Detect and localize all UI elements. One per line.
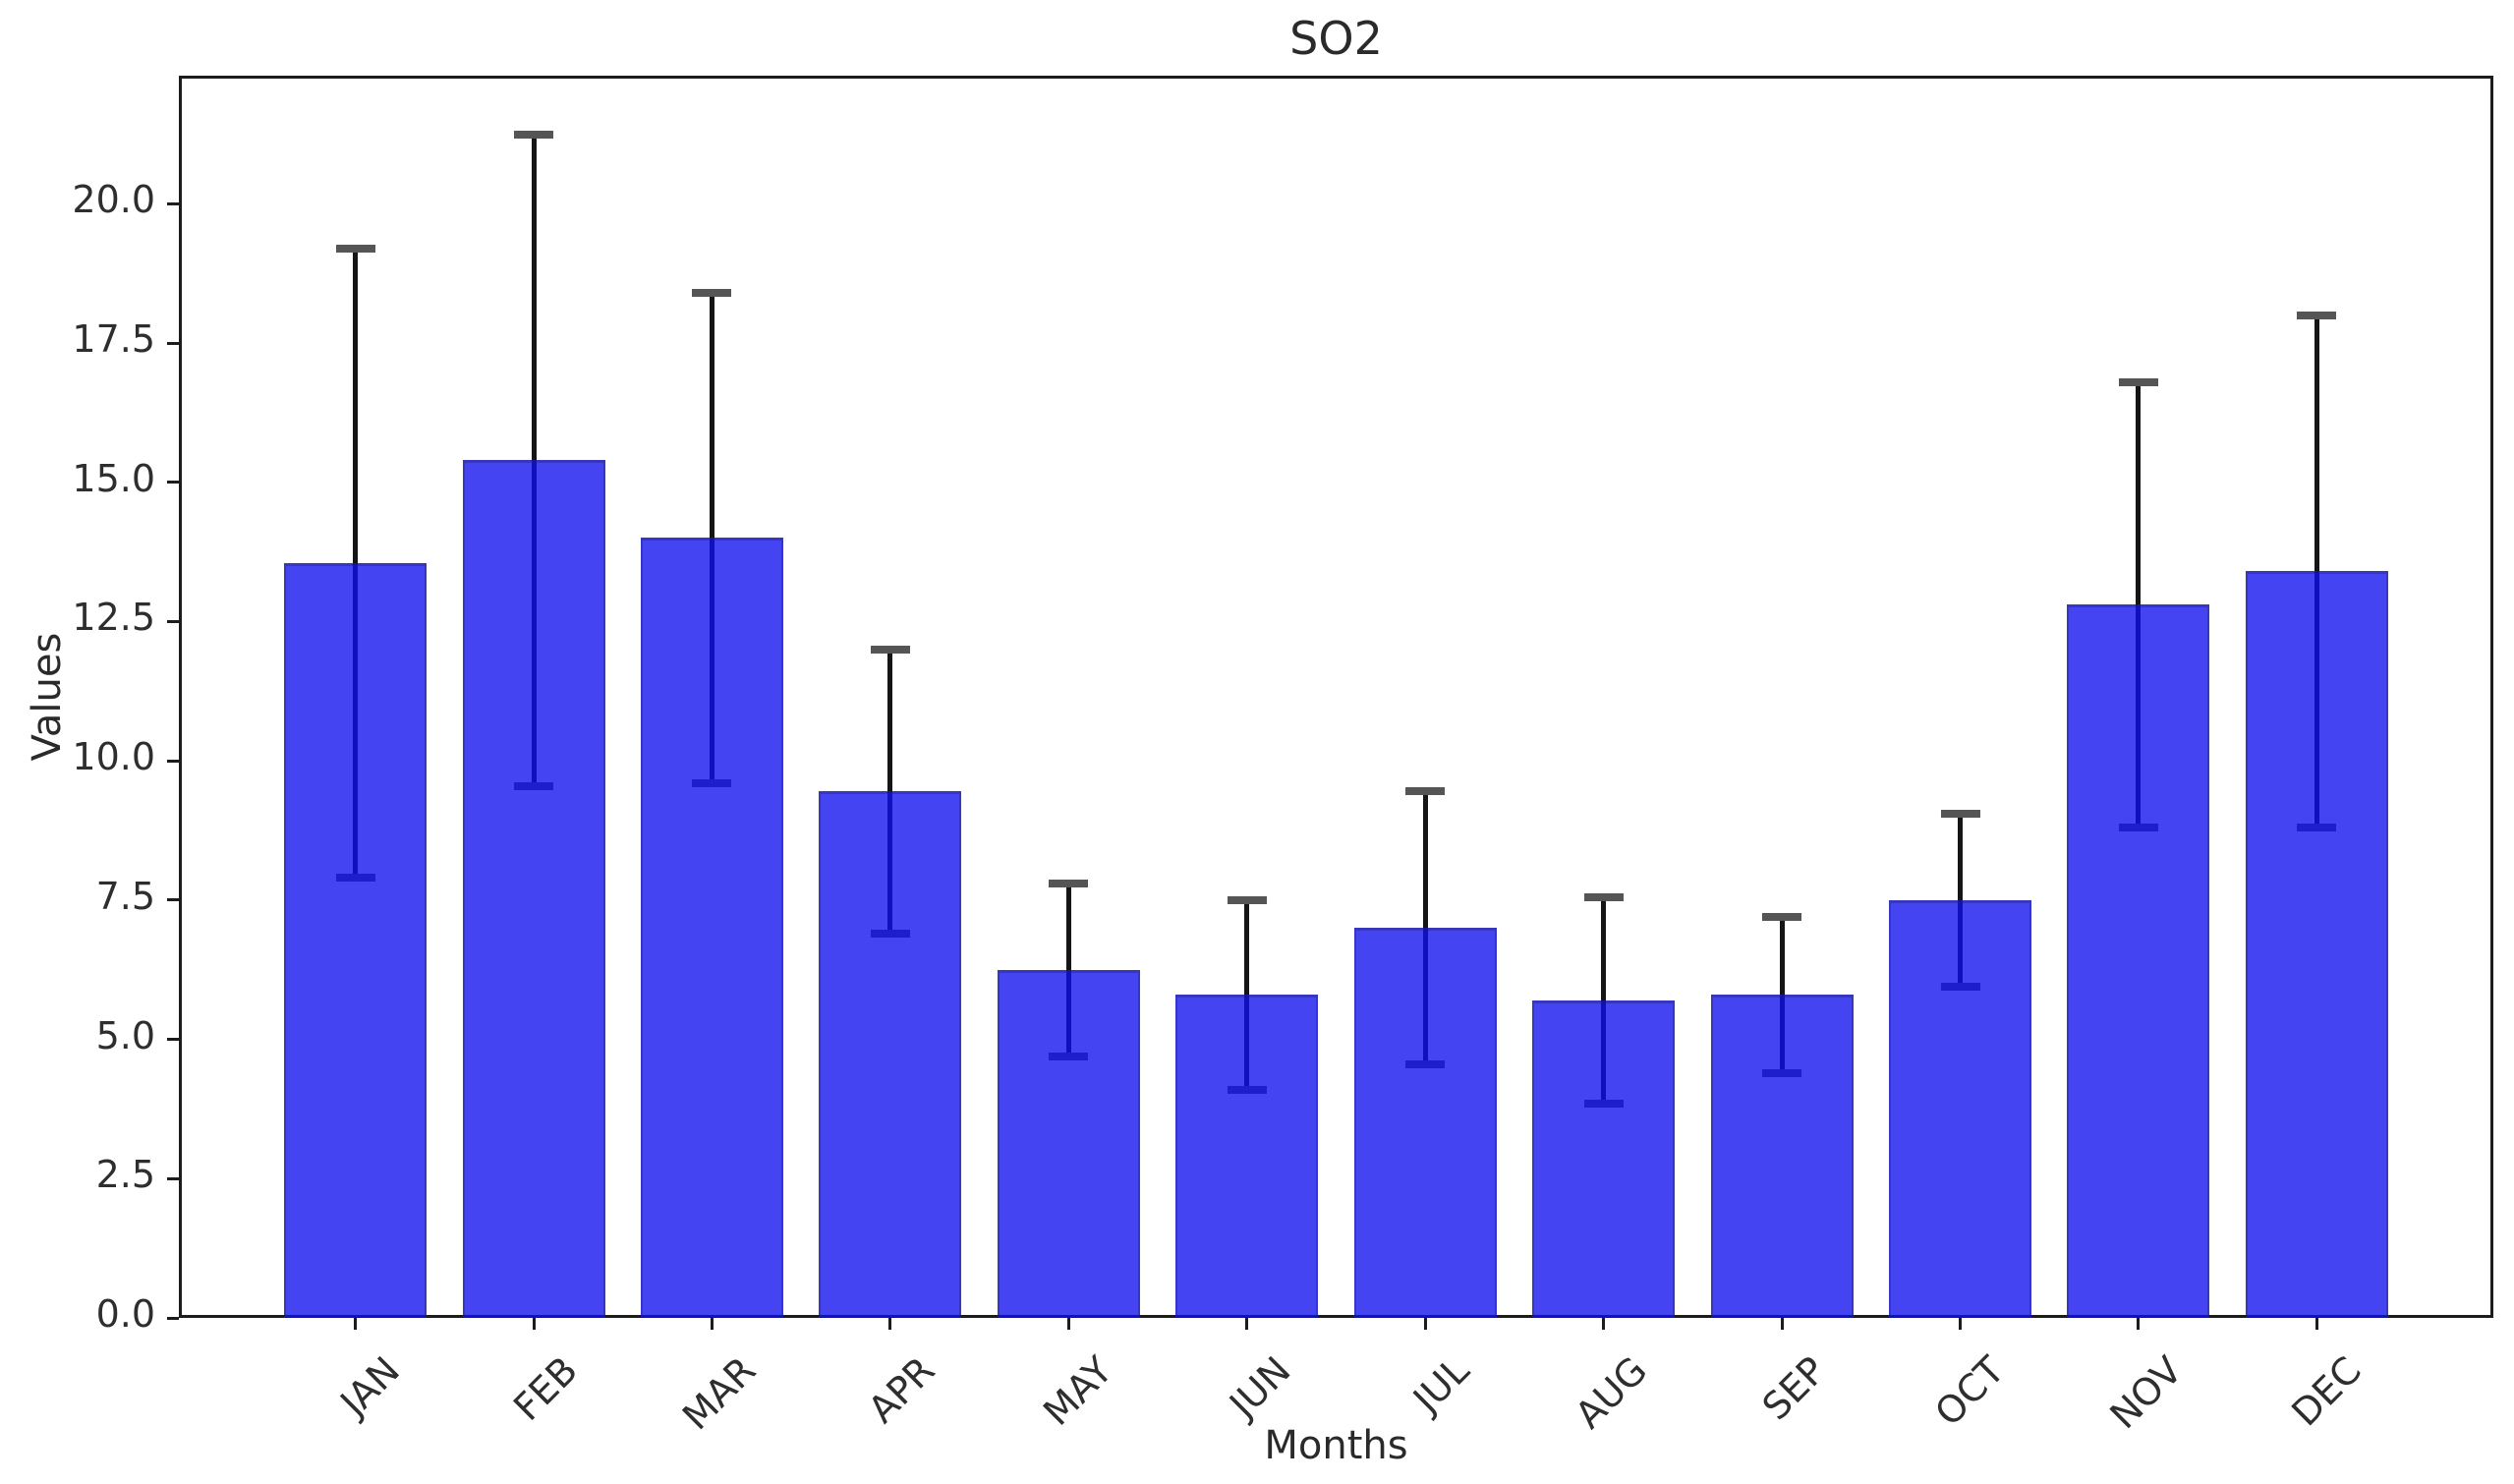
y-tick [167, 341, 179, 345]
x-tick-label: OCT [1926, 1348, 2013, 1435]
x-tick-label: MAY [1035, 1348, 1121, 1435]
error-bar-cap-top [514, 130, 554, 139]
error-bar-cap-top [692, 289, 732, 298]
error-bar-cap-top [335, 244, 375, 253]
bar [1532, 999, 1676, 1318]
x-tick-label: FEB [505, 1348, 587, 1429]
error-bar-cap-top [1227, 895, 1267, 904]
x-tick [710, 1318, 714, 1330]
y-tick-label: 15.0 [72, 456, 155, 500]
x-tick [1066, 1318, 1070, 1330]
bar [284, 562, 428, 1318]
bar [819, 791, 962, 1318]
error-bar-line [1422, 791, 1428, 1065]
bar [2245, 571, 2388, 1318]
error-bar-cap-top [1940, 810, 1980, 819]
y-tick-label: 17.5 [72, 317, 155, 362]
y-tick-label: 7.5 [95, 874, 155, 918]
x-tick [1959, 1318, 1962, 1330]
bar [997, 969, 1140, 1318]
axes-frame [179, 76, 2493, 1318]
bar [2067, 604, 2210, 1318]
x-tick-label: SEP [1753, 1348, 1835, 1429]
x-tick [888, 1318, 892, 1330]
bar [1353, 928, 1497, 1318]
x-tick-label: DEC [2282, 1348, 2370, 1435]
x-tick [1780, 1318, 1784, 1330]
y-axis-label: Values [25, 632, 70, 762]
x-tick [2314, 1318, 2318, 1330]
error-bar-cap-top [1049, 879, 1089, 887]
x-tick-label: JAN [331, 1348, 408, 1425]
x-tick [1245, 1318, 1249, 1330]
y-tick-label: 0.0 [95, 1292, 155, 1336]
error-bar-cap-top [1405, 787, 1446, 796]
y-tick-label: 5.0 [95, 1013, 155, 1057]
y-tick [167, 201, 179, 205]
bar [1175, 995, 1319, 1318]
chart-title: SO2 [1289, 12, 1383, 65]
y-tick [167, 619, 179, 623]
y-tick [167, 759, 179, 763]
error-bar-line [1244, 899, 1250, 1090]
error-bar-line [709, 293, 714, 783]
error-bar-cap-top [870, 645, 910, 654]
bar [1710, 995, 1854, 1318]
bar [1889, 899, 2031, 1318]
x-tick-label: APR [859, 1348, 943, 1432]
x-tick-label: JUN [1222, 1348, 1299, 1426]
bar [640, 538, 783, 1318]
x-axis-label: Months [1264, 1423, 1408, 1468]
y-tick [167, 1316, 179, 1320]
y-tick [167, 898, 179, 902]
y-tick-label: 2.5 [95, 1153, 155, 1197]
x-tick [354, 1318, 358, 1330]
error-bar-cap-top [2297, 311, 2337, 319]
x-tick [1423, 1318, 1427, 1330]
y-tick-label: 20.0 [72, 178, 155, 222]
y-tick [167, 1176, 179, 1180]
x-tick [532, 1318, 536, 1330]
bar [462, 460, 605, 1318]
x-tick [1602, 1318, 1606, 1330]
y-tick [167, 481, 179, 485]
y-tick [167, 1038, 179, 1042]
error-bar-cap-top [2118, 377, 2158, 386]
error-bar-line [2136, 381, 2142, 828]
x-tick [2137, 1318, 2141, 1330]
y-tick-label: 12.5 [72, 596, 155, 640]
error-bar-cap-top [1583, 893, 1624, 902]
y-tick-label: 10.0 [72, 735, 155, 779]
error-bar-cap-top [1762, 912, 1802, 921]
x-tick-label: JUL [1404, 1348, 1478, 1421]
error-bar-line [1065, 883, 1071, 1056]
